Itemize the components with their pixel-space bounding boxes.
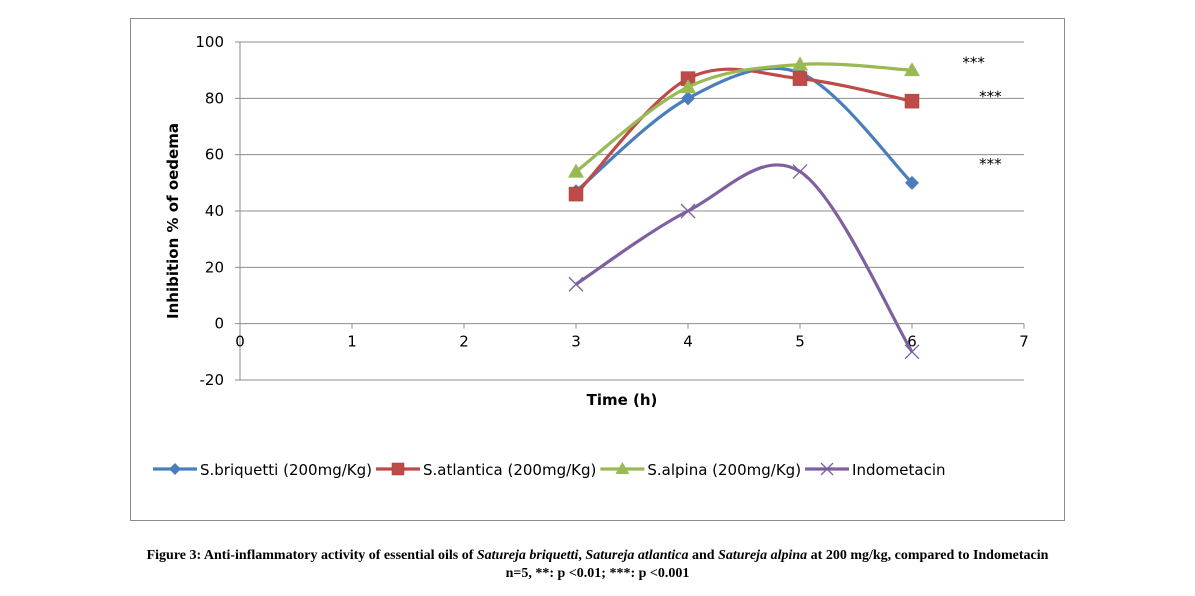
series-line [574, 66, 914, 193]
caption-text: at 200 mg/kg, compared to Indometacin [807, 548, 1049, 563]
significance-label: *** [979, 88, 1002, 106]
data-point-stroke [568, 276, 584, 292]
x-tick-label: 1 [347, 333, 357, 351]
y-tick-label: 80 [205, 89, 224, 107]
y-tick-label: 0 [214, 315, 224, 333]
legend-item: S.atlantica (200mg/Kg) [375, 461, 596, 479]
figure-caption: Figure 3: Anti-inflammatory activity of … [0, 547, 1195, 583]
y-tick-label: 100 [195, 33, 224, 51]
data-point [904, 62, 920, 77]
x-tick-label: 3 [571, 333, 581, 351]
data-point [904, 93, 920, 109]
x-tick-label: 2 [459, 333, 469, 351]
chart-frame: 0 1 2 3 4 5 6 7 -20 0 20 40 60 80 100 Time (h) Inhibitio… [130, 18, 1065, 521]
data-point [792, 164, 808, 180]
legend-label: S.briquetti (200mg/Kg) [200, 461, 372, 479]
caption-text: , [578, 548, 586, 563]
data-point-stroke [904, 344, 920, 360]
y-axis-title: Inhibition % of oedema [164, 123, 182, 319]
line-chart: 0 1 2 3 4 5 6 7 -20 0 20 40 60 80 100 Time (h) Inhibitio… [153, 33, 1029, 479]
x-tick-label: 4 [683, 333, 693, 351]
x-tick-label: 6 [907, 333, 917, 351]
caption-species-briquetti: Satureja briquetti [476, 548, 579, 563]
data-point [568, 276, 584, 292]
legend-marker [615, 462, 630, 474]
legend-marker [169, 463, 181, 475]
caption-text: and [688, 548, 719, 563]
caption-line-2: n=5, **: p <0.01; ***: p <0.001 [505, 566, 690, 581]
significance-label: *** [979, 155, 1002, 173]
caption-species-alpina: Satureja alpina [718, 548, 808, 563]
y-tick-label: -20 [200, 371, 225, 389]
data-point [568, 163, 584, 178]
legend-marker-stroke [820, 462, 834, 476]
series-line [574, 67, 913, 196]
y-tick-label: 60 [205, 146, 224, 164]
data-point [680, 203, 696, 219]
legend-label: S.atlantica (200mg/Kg) [423, 461, 596, 479]
legend-marker [391, 462, 405, 476]
x-tick-label: 7 [1019, 333, 1029, 351]
data-point-stroke [792, 164, 808, 180]
data-point [792, 71, 808, 86]
data-point [568, 186, 584, 202]
legend-item: S.alpina (200mg/Kg) [600, 461, 801, 479]
caption-line-1: Figure 3: Anti-inflammatory activity of … [0, 547, 1195, 565]
data-point [680, 79, 696, 94]
caption-text: Figure 3: Anti-inflammatory activity of … [146, 548, 477, 563]
x-tick-label: 5 [795, 333, 805, 351]
legend-item: S.briquetti (200mg/Kg) [153, 461, 372, 479]
data-point [681, 91, 695, 106]
x-tick-label: 0 [235, 333, 245, 351]
significance-label: *** [962, 54, 985, 72]
caption-species-atlantica: Satureja atlantica [585, 548, 689, 563]
x-axis-title: Time (h) [587, 391, 658, 409]
data-point-stroke [680, 203, 696, 219]
series-line [575, 163, 914, 353]
series-line [575, 62, 913, 173]
legend-label: S.alpina (200mg/Kg) [647, 461, 801, 479]
data-point [904, 344, 920, 360]
legend-marker [820, 462, 834, 476]
data-point [905, 175, 919, 190]
legend-label: Indometacin [852, 461, 945, 479]
data-point [792, 56, 808, 71]
y-tick-label: 40 [205, 202, 224, 220]
y-tick-label: 20 [205, 258, 224, 276]
